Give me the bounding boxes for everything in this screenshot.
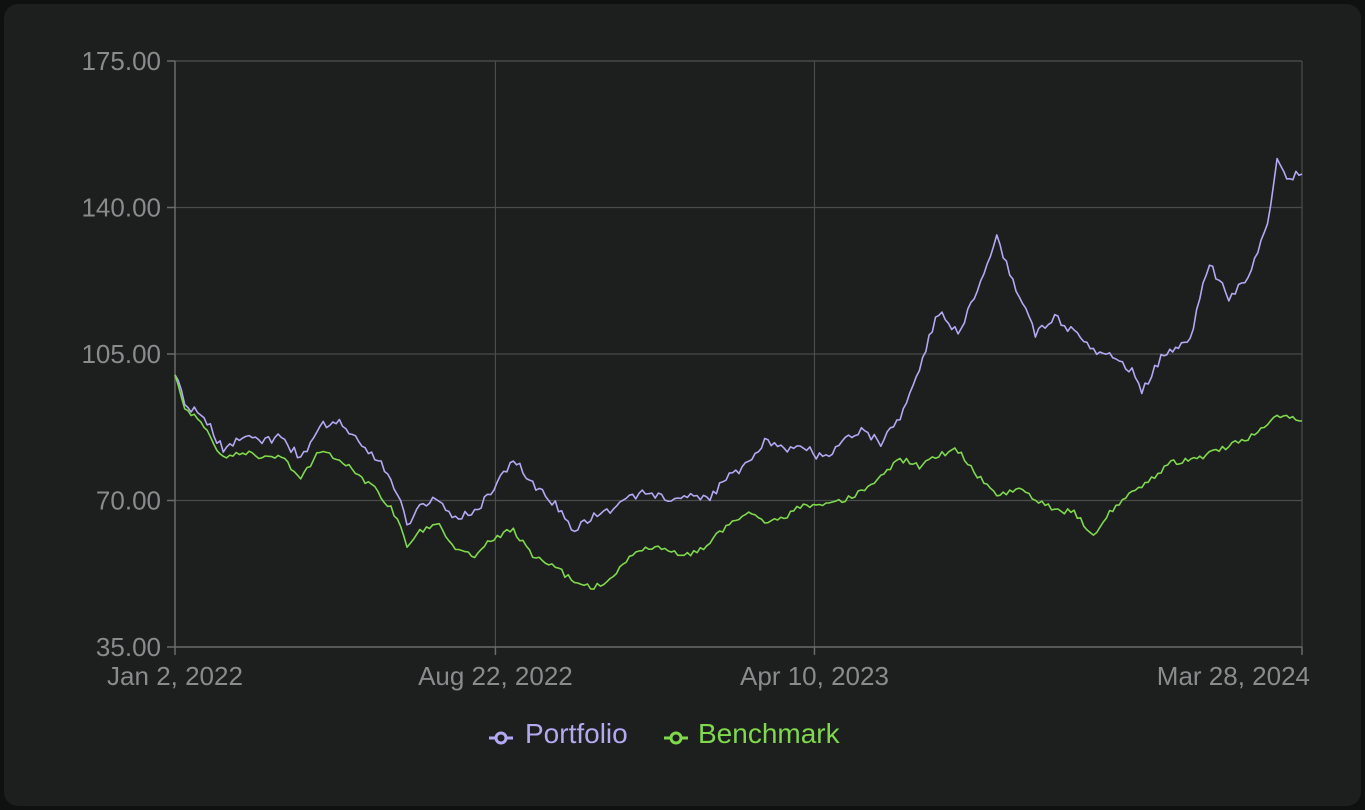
legend: Portfolio Benchmark (489, 718, 841, 749)
y-tick-label: 140.00 (81, 193, 161, 223)
legend-label-benchmark: Benchmark (698, 718, 841, 749)
y-tick-label: 105.00 (81, 339, 161, 369)
legend-item-portfolio[interactable]: Portfolio (489, 718, 628, 749)
chart-card (4, 4, 1361, 806)
y-tick-label: 175.00 (81, 46, 161, 76)
tick-labels: 35.00 70.00 105.00 140.00 175.00 Jan 2, 2022 A… (81, 46, 1310, 691)
legend-label-portfolio: Portfolio (525, 718, 628, 749)
legend-item-benchmark[interactable]: Benchmark (664, 718, 841, 749)
x-tick-label: Aug 22, 2022 (418, 661, 573, 691)
y-tick-label: 70.00 (96, 486, 161, 516)
series-line-portfolio (174, 157, 1303, 533)
series-line-benchmark (174, 374, 1303, 590)
axes (167, 60, 1303, 655)
x-tick-label: Apr 10, 2023 (740, 661, 889, 691)
x-tick-label: Jan 2, 2022 (107, 661, 243, 691)
y-tick-label: 35.00 (96, 632, 161, 662)
series-lines (174, 157, 1303, 590)
benchmark-legend-marker (669, 731, 683, 745)
portfolio-legend-marker (494, 731, 508, 745)
grid (175, 60, 1303, 647)
x-tick-label: Mar 28, 2024 (1157, 661, 1310, 691)
